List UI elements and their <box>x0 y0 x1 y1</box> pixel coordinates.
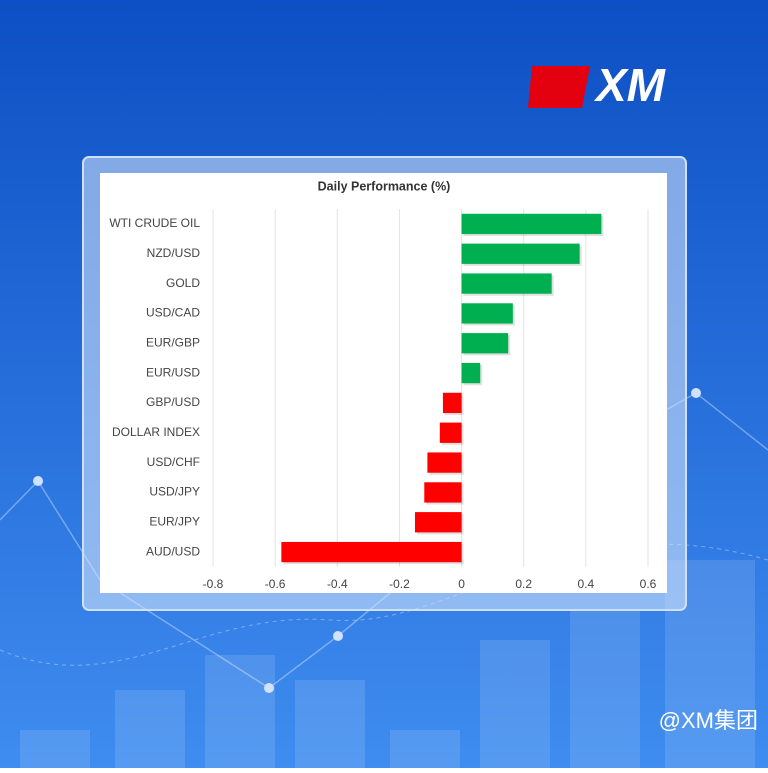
x-tick-label: 0.6 <box>640 577 657 591</box>
bar <box>281 541 462 563</box>
decor-bars <box>20 560 755 768</box>
y-tick-label: NZD/USD <box>147 246 201 260</box>
x-tick-label: -0.8 <box>203 577 224 591</box>
y-tick-label: USD/CAD <box>146 306 200 320</box>
x-tick-label: -0.4 <box>327 577 348 591</box>
y-tick-label: USD/JPY <box>149 485 200 499</box>
y-tick-label: GOLD <box>166 276 200 290</box>
y-tick-label: EUR/USD <box>146 365 200 379</box>
bar <box>427 452 462 473</box>
y-tick-label: USD/CHF <box>147 455 200 469</box>
logo: XM <box>593 59 667 111</box>
bar <box>461 243 580 264</box>
x-tick-label: -0.2 <box>389 577 410 591</box>
y-tick-label: EUR/GBP <box>146 335 200 349</box>
bar <box>461 273 552 294</box>
bar <box>461 303 513 324</box>
chart-panel <box>100 173 667 593</box>
decor-dots <box>33 388 701 693</box>
bar <box>424 482 462 503</box>
x-tick-label: 0 <box>458 577 465 591</box>
bar <box>442 392 462 414</box>
bar <box>461 333 509 354</box>
logo-mark <box>528 66 590 108</box>
y-tick-label: EUR/JPY <box>149 514 200 528</box>
bar <box>439 422 462 443</box>
x-tick-label: 0.2 <box>515 577 532 591</box>
y-tick-label: AUD/USD <box>146 544 200 558</box>
y-tick-label: DOLLAR INDEX <box>112 425 200 439</box>
bar <box>461 362 481 384</box>
x-tick-label: 0.4 <box>578 577 595 591</box>
chart-title: Daily Performance (%) <box>318 179 451 193</box>
bar <box>461 213 602 235</box>
watermark: @XM集团 <box>659 708 758 733</box>
bar <box>414 512 462 533</box>
y-tick-label: GBP/USD <box>146 395 200 409</box>
y-tick-label: WTI CRUDE OIL <box>109 216 200 230</box>
x-tick-label: -0.6 <box>265 577 286 591</box>
